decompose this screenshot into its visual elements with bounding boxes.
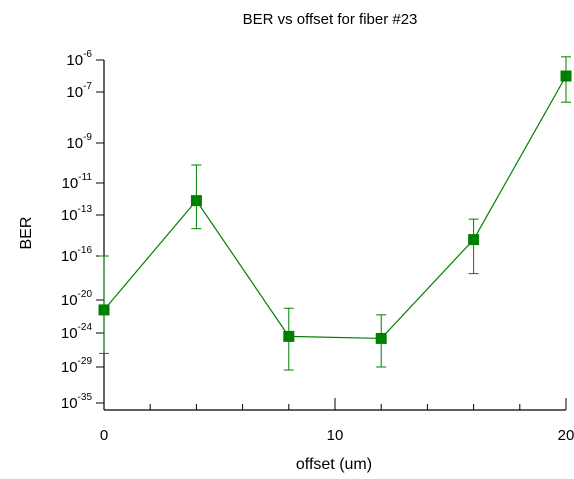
y-tick-label: 10-24: [61, 322, 93, 342]
data-point: [375, 332, 387, 344]
y-axis-label: BER: [18, 217, 35, 250]
x-axis-ticks: 0 10 20: [100, 398, 574, 444]
y-axis-ticks: 10-6 10-7 10-9 10-11 10-13 10-16 10-20 10-24 10-…: [61, 49, 104, 412]
y-tick-label: 10-9: [66, 132, 92, 152]
x-tick-label: 0: [100, 427, 108, 444]
data-point: [98, 304, 110, 316]
data-point: [190, 195, 202, 207]
data-point: [468, 234, 480, 246]
y-tick-label: 10-11: [62, 172, 93, 192]
error-bar: [468, 218, 479, 275]
y-tick-label: 10-7: [66, 81, 92, 101]
series-layer: [98, 56, 572, 371]
series-line: [103, 75, 567, 340]
x-tick-label: 20: [558, 427, 574, 444]
data-point: [283, 330, 295, 342]
x-axis-label: offset (um): [296, 456, 372, 473]
x-tick-label: 10: [327, 427, 344, 444]
data-point: [560, 70, 572, 82]
y-tick-label: 10-20: [61, 289, 93, 309]
y-tick-label: 10-6: [66, 49, 92, 69]
y-tick-label: 10-13: [61, 204, 93, 224]
y-tick-label: 10-35: [61, 392, 93, 412]
y-tick-label: 10-29: [61, 356, 93, 376]
y-tick-label: 10-16: [61, 245, 93, 265]
chart-title: BER vs offset for fiber #23: [243, 11, 418, 28]
